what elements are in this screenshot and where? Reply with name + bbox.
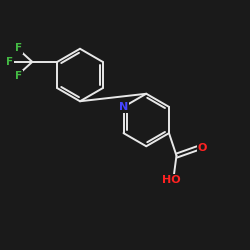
Text: F: F — [6, 57, 13, 67]
Text: F: F — [15, 70, 22, 81]
Text: HO: HO — [162, 175, 181, 185]
Text: F: F — [15, 43, 22, 53]
Text: N: N — [119, 102, 128, 112]
Text: O: O — [198, 143, 207, 153]
